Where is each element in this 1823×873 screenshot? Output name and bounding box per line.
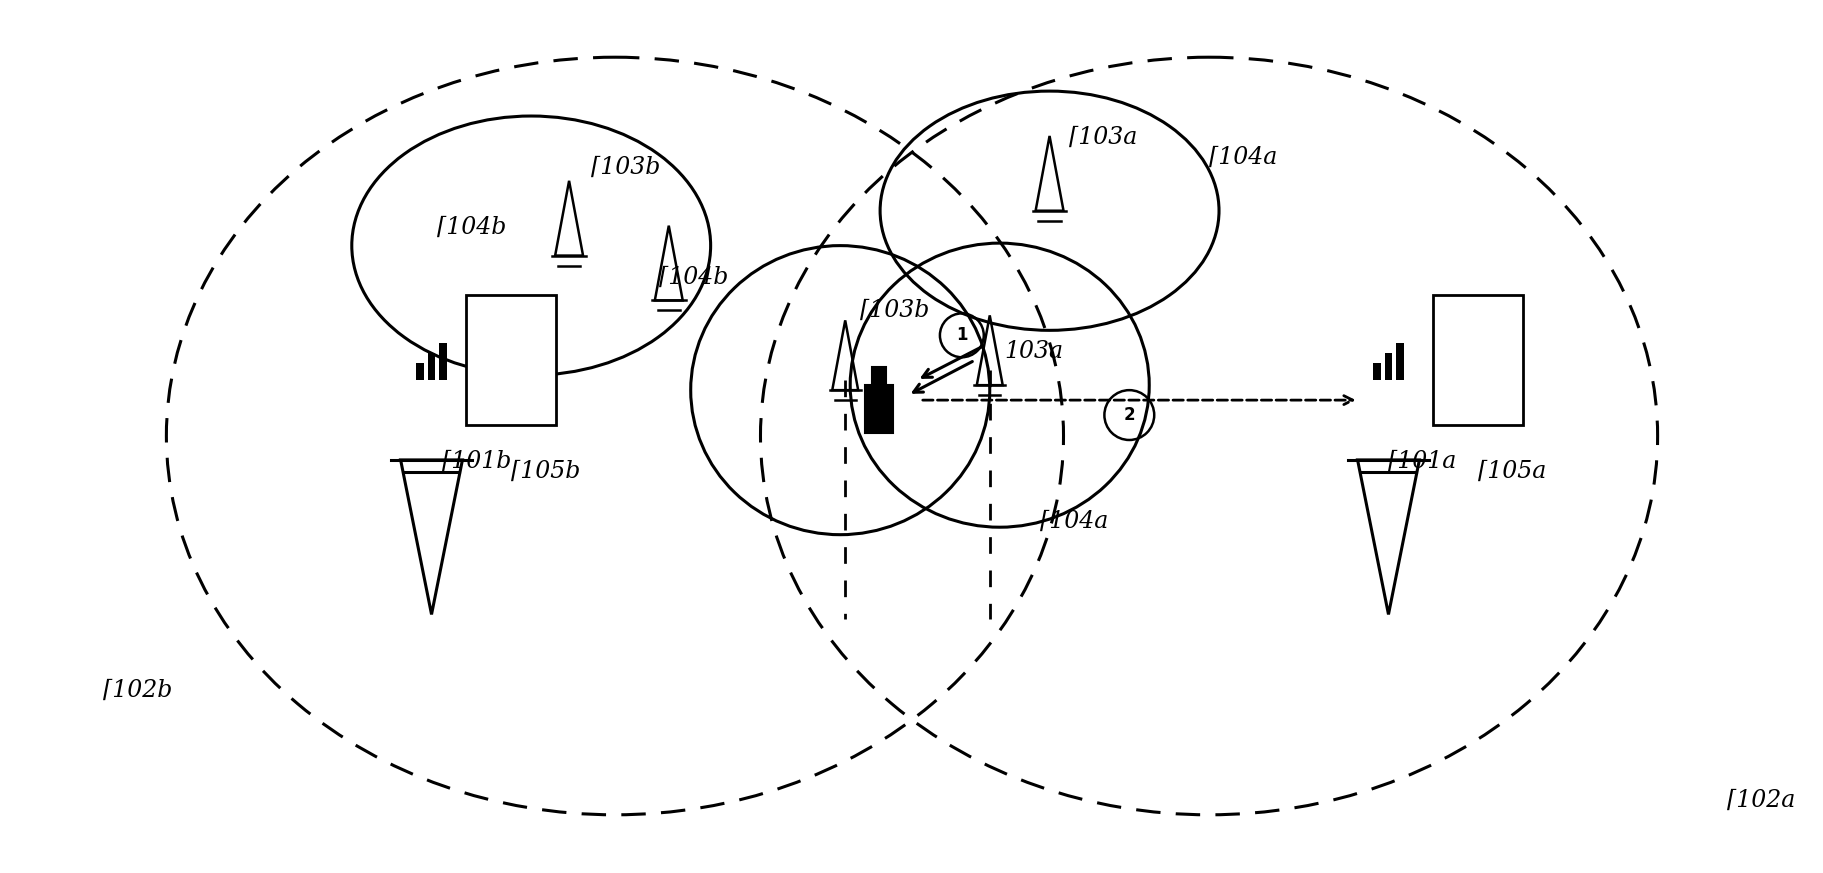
Bar [864,385,893,433]
Text: ⌈104a: ⌈104a [1039,510,1107,533]
Bar [1373,363,1380,380]
Text: ⌈105a: ⌈105a [1477,460,1546,483]
Text: ⌈105b: ⌈105b [510,460,580,483]
Text: ⌈101b: ⌈101b [441,450,510,473]
Text: ⌈103b: ⌈103b [860,299,930,321]
Text: ⌈104b: ⌈104b [436,216,505,238]
Text: ⌈104a: ⌈104a [1209,146,1276,169]
Bar [871,368,886,385]
Bar [416,363,423,380]
Bar [467,295,556,425]
Text: 2: 2 [1123,406,1134,424]
Text: ⌈103a: ⌈103a [1068,126,1138,149]
Bar [428,353,436,380]
Text: ⌈102b: ⌈102b [102,679,171,702]
Text: ⌈102a: ⌈102a [1726,789,1796,812]
Bar [1384,353,1391,380]
Text: 103a: 103a [1004,340,1063,363]
Bar [1396,342,1404,380]
Bar [439,342,447,380]
Text: ⌈104b: ⌈104b [658,265,727,289]
Text: ⌈101a: ⌈101a [1387,450,1457,473]
Text: ⌈103b: ⌈103b [591,156,660,179]
Text: 1: 1 [955,327,966,344]
Bar [1433,295,1522,425]
